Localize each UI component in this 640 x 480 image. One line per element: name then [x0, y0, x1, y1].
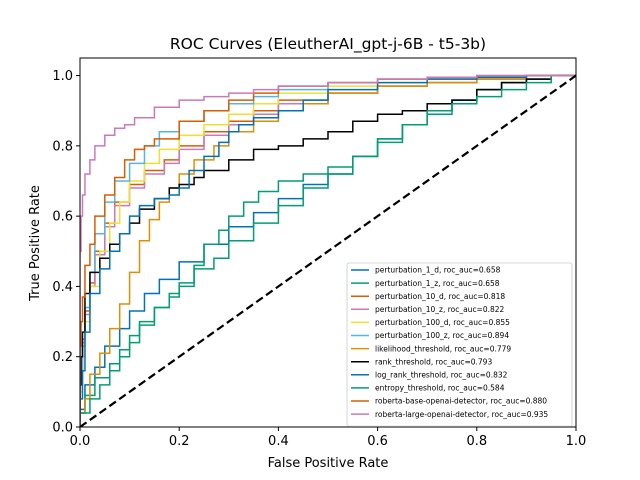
- legend-label-3: perturbation_10_d, roc_auc=0.818: [375, 292, 505, 301]
- series-line-9: [80, 74, 576, 427]
- x-tick-label: 0.0: [70, 434, 91, 449]
- series-line-10: [80, 74, 576, 427]
- legend-label-7: likelihood_threshold, roc_auc=0.779: [375, 344, 511, 353]
- legend-label-9: log_rank_threshold, roc_auc=0.832: [375, 371, 508, 380]
- legend-label-6: perturbation_100_z, roc_auc=0.894: [375, 331, 509, 340]
- x-tick-label: 1.0: [566, 434, 587, 449]
- legend-label-1: perturbation_1_d, roc_auc=0.658: [375, 266, 501, 275]
- y-tick-label: 1.0: [52, 69, 73, 84]
- legend-label-2: perturbation_1_z, roc_auc=0.658: [375, 279, 500, 288]
- x-axis-label: False Positive Rate: [268, 456, 389, 471]
- diagonal-reference-line: [80, 74, 576, 427]
- y-axis: 0.0 0.2 0.4 0.6 0.8 1.0: [52, 69, 80, 436]
- y-tick-label: 0.6: [52, 210, 73, 225]
- x-tick-label: 0.6: [367, 434, 388, 449]
- legend-box: [346, 262, 573, 427]
- y-tick-label: 0.2: [52, 350, 73, 365]
- x-axis: 0.0 0.2 0.4 0.6 0.8 1.0: [70, 427, 587, 449]
- y-tick-label: 0.8: [52, 139, 73, 154]
- x-tick-label: 0.2: [169, 434, 190, 449]
- plot-area: [80, 74, 576, 427]
- legend-label-5: perturbation_100_d, roc_auc=0.855: [375, 318, 510, 327]
- legend-label-4: perturbation_10_z, roc_auc=0.822: [375, 305, 505, 314]
- x-tick-label: 0.4: [268, 434, 289, 449]
- series-line-7: [80, 74, 576, 427]
- legend-label-11: roberta-base-openai-detector, roc_auc=0.…: [375, 397, 547, 406]
- plot-frame: [79, 57, 577, 428]
- series-line-12: [80, 74, 576, 427]
- x-tick-label: 0.8: [466, 434, 487, 449]
- chart-title: ROC Curves (EleutherAI_gpt-j-6B - t5-3b): [170, 35, 486, 54]
- y-tick-label: 0.0: [52, 421, 73, 436]
- legend-label-12: roberta-large-openai-detector, roc_auc=0…: [375, 410, 548, 419]
- legend-label-10: entropy_threshold, roc_auc=0.584: [375, 384, 505, 393]
- y-axis-label: True Positive Rate: [28, 185, 43, 302]
- y-tick-label: 0.4: [52, 280, 73, 295]
- legend: perturbation_1_d, roc_auc=0.658 perturbat…: [346, 262, 573, 427]
- legend-label-8: rank_threshold, roc_auc=0.793: [375, 357, 492, 366]
